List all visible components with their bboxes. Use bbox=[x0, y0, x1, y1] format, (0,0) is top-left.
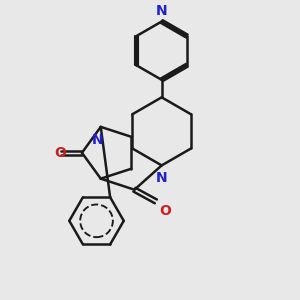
Text: N: N bbox=[92, 133, 103, 147]
Text: N: N bbox=[156, 171, 167, 185]
Text: O: O bbox=[55, 146, 67, 160]
Text: N: N bbox=[156, 4, 167, 18]
Text: O: O bbox=[159, 204, 171, 218]
